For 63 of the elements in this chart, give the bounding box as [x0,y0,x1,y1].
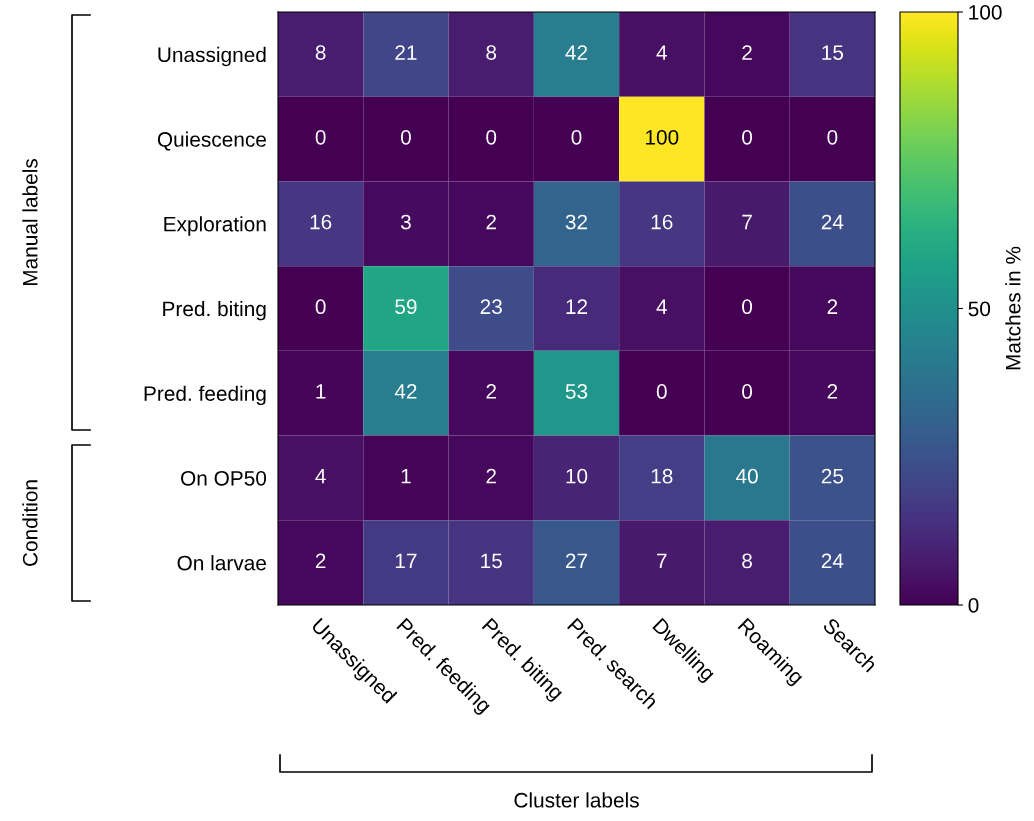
data-label: 2 [486,384,496,399]
data-label: 2 [486,468,496,484]
text: Manual labels [22,158,38,286]
data-label: 0 [571,129,582,145]
data-label: 0 [742,384,753,399]
data-label: 0 [315,129,326,145]
data-label: 17 [395,553,417,569]
color-bar-label: 0 [968,598,979,613]
y-tick-label: On larvae [177,555,266,571]
data-label: 53 [565,384,588,399]
data-label: 24 [821,214,844,230]
data-label: 15 [481,553,502,569]
data-label: 59 [395,299,417,315]
y-tick-label: Exploration [164,216,266,236]
color-bar-title: Matches in % [1005,246,1021,370]
data-label: 8 [742,553,752,569]
data-label: 4 [656,299,667,314]
y-tick-label: Unassigned [158,46,266,67]
data-label: 1 [401,468,411,484]
data-label: 0 [315,299,326,315]
color-bar-label: 50 [968,301,991,317]
data-label: 12 [566,299,588,314]
data-label: 16 [651,214,673,230]
x-axis-title: Cluster labels [514,792,639,808]
data-label: 0 [827,129,838,145]
data-label: 8 [486,45,497,60]
data-label: 32 [565,214,588,230]
data-label: 2 [742,45,752,60]
data-label: 4 [315,468,326,484]
data-label: 2 [315,553,326,569]
text: Condition [22,480,38,566]
color-bar-label: 100 [969,5,1002,20]
data-label: 10 [566,468,588,484]
data-label: 24 [821,553,844,569]
data-label: 18 [651,468,673,484]
y-tick-label: Quiescence [157,131,266,151]
data-label: 0 [742,299,753,315]
data-label: 40 [735,468,758,484]
data-label: 100 [646,129,679,145]
data-label: 27 [565,553,588,569]
data-label: 0 [400,129,411,145]
data-label: 25 [821,468,844,484]
data-label: 0 [656,384,667,399]
data-label: 0 [742,129,753,145]
data-label: 42 [565,45,588,60]
data-label: 7 [657,553,667,569]
data-label: 21 [395,45,417,60]
y-tick-label: Pred. feeding [144,385,266,406]
data-label: 1 [316,384,326,399]
data-label: 42 [394,384,417,399]
y-tick-label: Pred. biting [163,300,266,321]
data-label: 2 [827,299,838,314]
data-label: 4 [656,45,667,60]
data-label: 2 [827,384,838,399]
data-label: 2 [486,214,496,230]
data-label: 16 [310,214,332,230]
data-label: 15 [822,45,844,60]
data-label: 7 [742,214,752,230]
data-label: 3 [400,214,411,230]
data-label: 0 [486,129,497,145]
data-label: 23 [480,299,502,315]
data-label: 8 [315,45,326,60]
y-tick-label: On OP50 [181,470,267,486]
